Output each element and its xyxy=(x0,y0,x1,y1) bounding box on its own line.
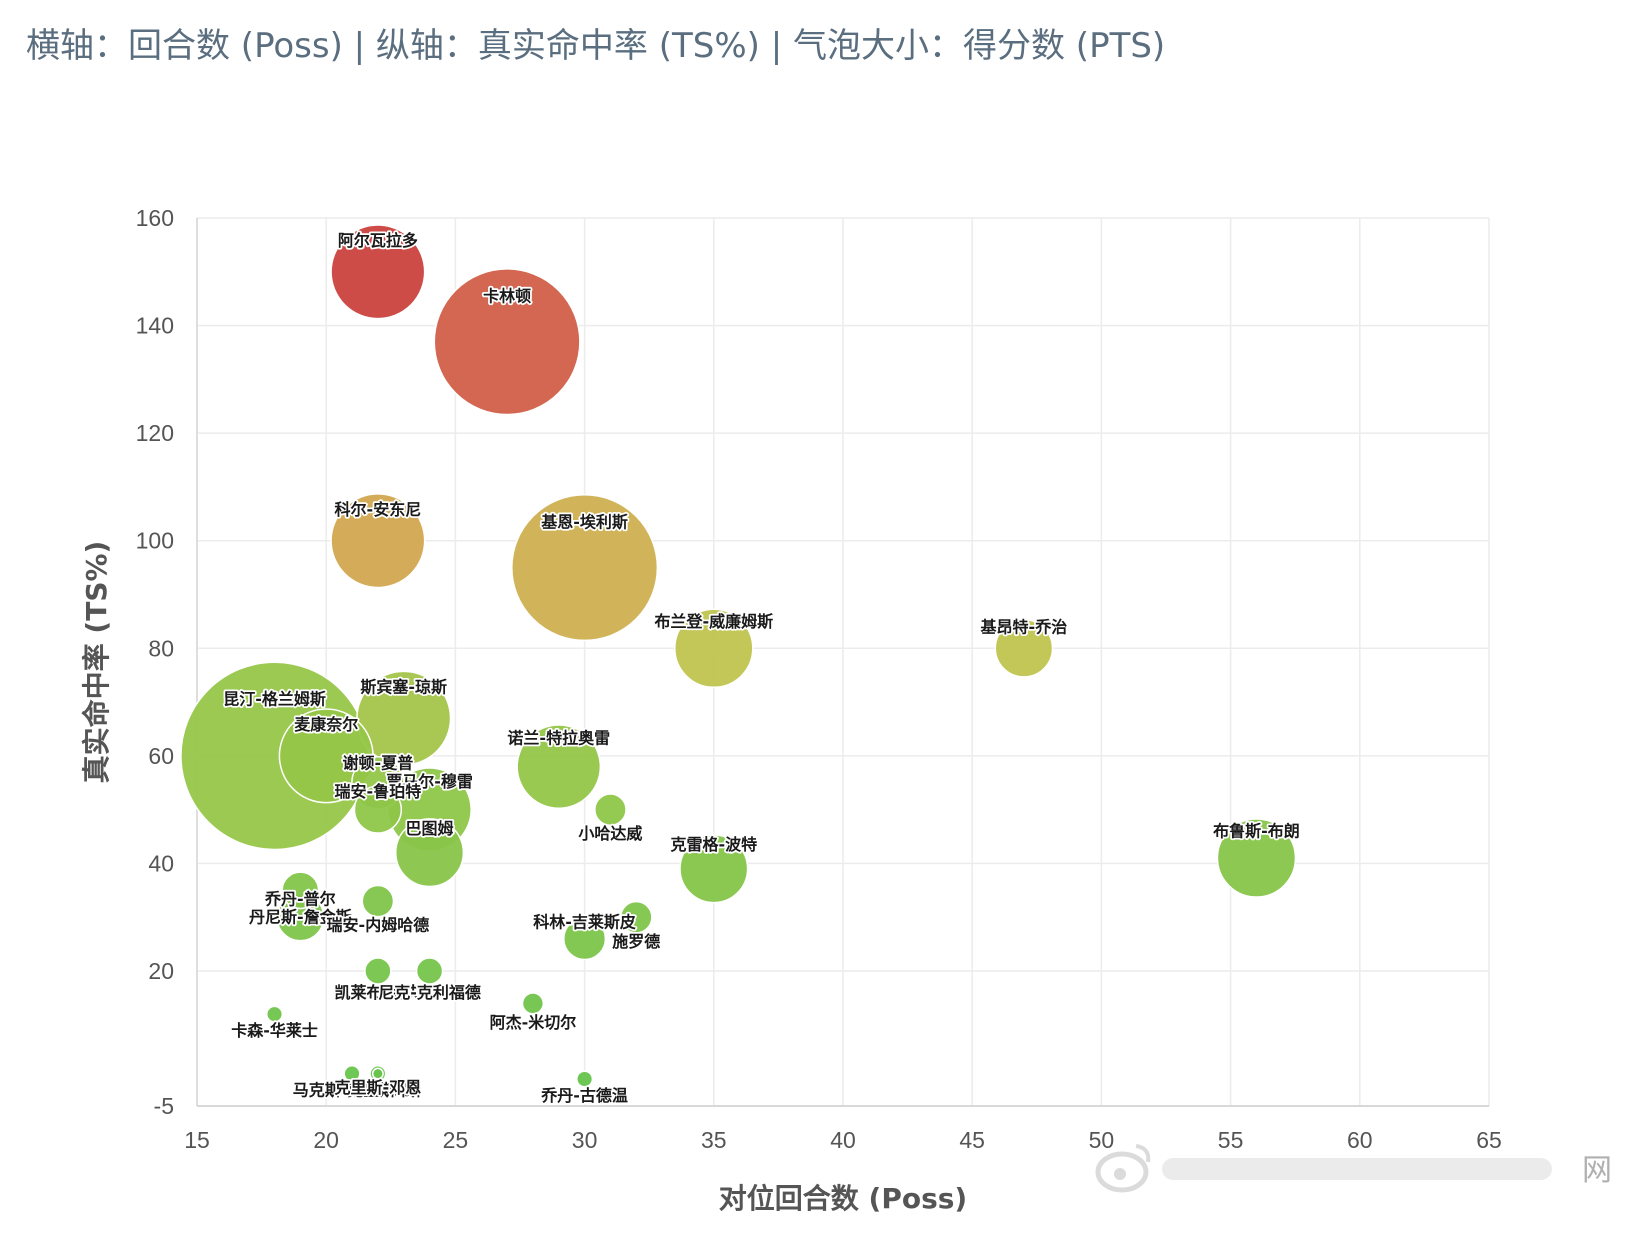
bubble-label: 基恩-埃利斯 xyxy=(540,513,628,532)
bubble-label: 麦康奈尔 xyxy=(294,715,358,734)
x-tick-label: 55 xyxy=(1218,1127,1244,1153)
bubble-label: 昆汀-格兰姆斯 xyxy=(223,689,326,708)
y-tick-label: 40 xyxy=(148,850,174,876)
bubble[interactable] xyxy=(563,917,607,961)
bubble[interactable] xyxy=(674,608,754,689)
bubble-label: 凯莱布-洛夫 xyxy=(335,983,423,1002)
bubble-label: 基昂特-乔治 xyxy=(980,618,1068,637)
bubble-label: 贾马尔-穆雷 xyxy=(386,772,473,791)
bubble-label: 施罗德 xyxy=(612,932,660,951)
x-tick-label: 25 xyxy=(443,1127,469,1153)
weibo-logo-icon xyxy=(1095,1144,1151,1193)
watermark-bar xyxy=(1162,1158,1552,1180)
bubble-label: 斯宾塞-琼斯 xyxy=(360,677,447,696)
y-tick-label: 120 xyxy=(136,420,174,446)
bubble-label: 谢顿-夏普 xyxy=(343,753,414,772)
bubble[interactable] xyxy=(521,992,545,1015)
bubble[interactable] xyxy=(364,957,392,985)
bubble[interactable] xyxy=(511,494,659,642)
y-tick-label: 100 xyxy=(136,528,174,554)
y-tick-label: 20 xyxy=(148,958,174,984)
bubble[interactable] xyxy=(576,1070,594,1088)
bubble[interactable] xyxy=(330,224,426,320)
bubble-label: 布兰登-威廉姆斯 xyxy=(654,612,773,631)
y-tick-label: 80 xyxy=(148,635,174,661)
bubble[interactable] xyxy=(361,884,395,918)
chart-caption: 横轴：回合数 (Poss) | 纵轴：真实命中率 (TS%) | 气泡大小：得分… xyxy=(26,26,1166,66)
x-tick-label: 30 xyxy=(572,1127,598,1153)
y-tick-label: 60 xyxy=(148,743,174,769)
x-axis-title: 对位回合数 (Poss) xyxy=(719,1182,967,1215)
y-tick-label: 160 xyxy=(136,205,174,231)
x-tick-label: 20 xyxy=(313,1127,339,1153)
x-tick-label: 45 xyxy=(959,1127,985,1153)
bubble[interactable] xyxy=(994,618,1054,678)
x-tick-label: 40 xyxy=(830,1127,856,1153)
bubble[interactable] xyxy=(433,268,581,416)
bubble[interactable] xyxy=(330,493,426,589)
bubble-label: 小哈达威 xyxy=(578,824,642,843)
bubble-label: 克里斯-邓恩 xyxy=(335,1078,422,1097)
bubble[interactable] xyxy=(371,1067,384,1080)
bubble-label: 科比-桑德斯 xyxy=(335,1080,422,1099)
x-tick-label: 35 xyxy=(701,1127,727,1153)
bubble[interactable] xyxy=(265,1005,284,1023)
y-axis-title: 真实命中率 (TS%) xyxy=(80,541,113,784)
bubble[interactable] xyxy=(415,957,444,985)
bubble-label: 科林-吉莱斯皮 xyxy=(533,912,636,931)
x-tick-label: 15 xyxy=(184,1127,210,1153)
watermark-text: 网 xyxy=(1582,1153,1612,1188)
bubble[interactable] xyxy=(281,871,320,910)
bubble-label: 阿杰-米切尔 xyxy=(490,1013,577,1032)
bubble[interactable] xyxy=(353,785,403,834)
bubble-label: 卡林顿 xyxy=(483,287,531,306)
y-tick-label: -5 xyxy=(154,1093,174,1119)
bubble[interactable] xyxy=(395,818,465,888)
watermark: 网 xyxy=(1095,1144,1612,1193)
x-tick-label: 50 xyxy=(1089,1127,1115,1153)
bubble-label: 瑞安-内姆哈德 xyxy=(327,916,430,935)
bubble-label: 巴图姆 xyxy=(406,819,454,838)
bubble-label: 尼克-克利福德 xyxy=(378,983,481,1002)
x-tick-label: 65 xyxy=(1476,1127,1502,1153)
bubble-label: 诺兰-特拉奥雷 xyxy=(507,729,610,748)
y-tick-label: 140 xyxy=(136,313,174,339)
bubble-label: 克雷格-波特 xyxy=(670,835,757,854)
bubble[interactable] xyxy=(679,834,749,904)
bubble-label: 布鲁斯-布朗 xyxy=(1213,822,1300,841)
x-tick-label: 60 xyxy=(1347,1127,1373,1153)
bubble-label: 卡森-华莱士 xyxy=(231,1021,318,1040)
bubble[interactable] xyxy=(516,724,602,809)
bubble[interactable] xyxy=(343,1065,361,1083)
bubble-label: 乔丹-普尔 xyxy=(264,889,336,908)
bubble-label: 乔丹-古德温 xyxy=(540,1086,628,1105)
bubble[interactable] xyxy=(1216,818,1297,898)
bubble[interactable] xyxy=(594,793,627,826)
bubble-label: 阿尔瓦拉多 xyxy=(338,231,418,250)
bubble[interactable] xyxy=(278,708,374,804)
chart-axes: 15 20 25 30 35 40 45 50 55 60 65 -5 20 40 60 80 100 120 14… xyxy=(136,205,1502,1153)
bubble-label: 丹尼斯-詹金斯 xyxy=(249,908,352,927)
bubble-label: 瑞安-鲁珀特 xyxy=(335,782,422,801)
bubble-layer xyxy=(180,224,1297,1088)
bubble-label: 马克斯-克里斯蒂 xyxy=(293,1080,412,1099)
bubble[interactable] xyxy=(356,670,452,766)
bubble-label: 科尔-安东尼 xyxy=(335,500,422,519)
bubble[interactable] xyxy=(619,900,653,934)
